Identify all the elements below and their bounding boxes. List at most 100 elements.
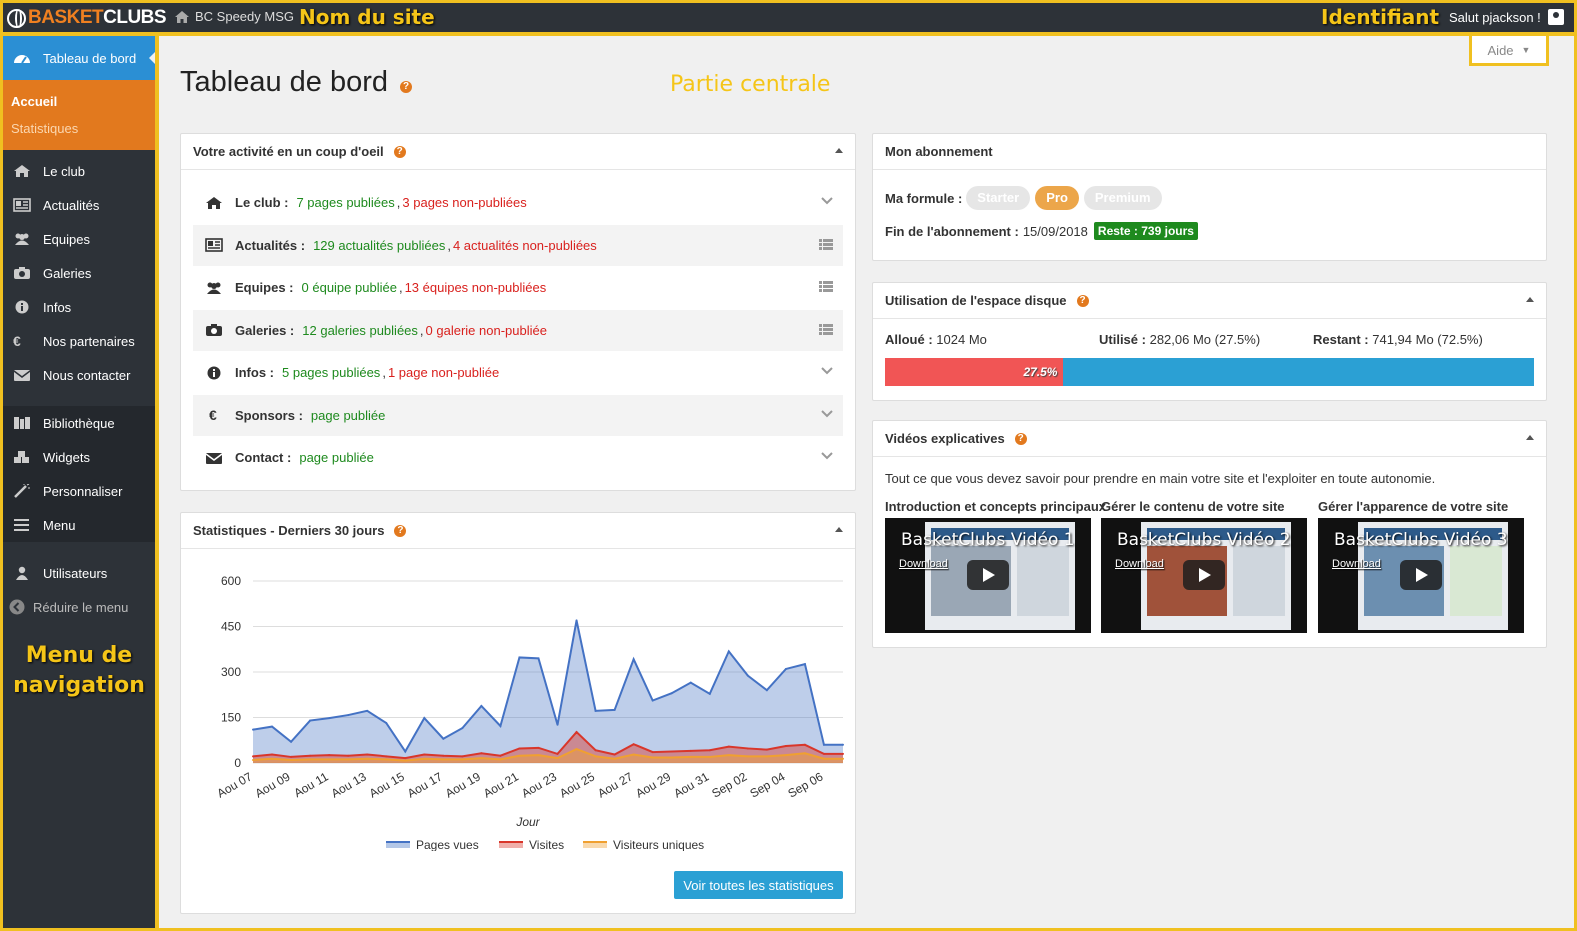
sidebar-item-partners[interactable]: € Nos partenaires	[3, 324, 155, 358]
help-icon[interactable]: ?	[1076, 294, 1089, 307]
help-icon[interactable]: ?	[394, 524, 407, 537]
x-tick-label: Aou 29	[633, 769, 673, 800]
chevron-down-icon[interactable]	[821, 451, 833, 461]
help-icon[interactable]: ?	[1014, 432, 1027, 445]
label: Utilisé :	[1099, 332, 1146, 347]
disk-used: Utilisé : 282,06 Mo (27.5%)	[1099, 332, 1260, 347]
video-download-link[interactable]: Download	[1115, 558, 1164, 570]
help-icon[interactable]: ?	[400, 80, 412, 93]
sidebar-item-menu[interactable]: Menu	[3, 508, 155, 542]
chevron-down-icon[interactable]	[821, 366, 833, 376]
help-icon[interactable]: ?	[393, 145, 406, 158]
unpublished-count[interactable]: 3 pages non-publiées	[402, 195, 527, 210]
data-point	[328, 758, 331, 761]
sidebar-item-dashboard[interactable]: Tableau de bord	[3, 36, 155, 80]
collapse-menu-button[interactable]: Réduire le menu	[3, 590, 155, 624]
logo[interactable]: BASKET CLUBS	[7, 7, 167, 29]
panel-title: Statistiques - Derniers 30 jours	[193, 523, 385, 538]
activity-row[interactable]: Contact : page publiée	[193, 437, 843, 478]
data-point	[442, 758, 445, 761]
chevron-down-icon[interactable]	[821, 196, 833, 206]
play-icon[interactable]	[967, 560, 1009, 590]
data-point	[842, 743, 844, 746]
home-icon	[14, 165, 30, 177]
legend-swatch	[583, 842, 607, 848]
data-point	[594, 755, 597, 758]
sidebar-item-customize[interactable]: Personnaliser	[3, 474, 155, 508]
sidebar-item-teams[interactable]: Equipes	[3, 222, 155, 256]
unpublished-count[interactable]: 0 galerie non-publiée	[425, 322, 547, 338]
data-point	[784, 745, 787, 748]
data-point	[803, 663, 806, 666]
data-point	[309, 754, 312, 757]
published-count[interactable]: page publiée	[310, 407, 386, 423]
sidebar-item-users[interactable]: Utilisateurs	[3, 556, 155, 590]
data-point	[651, 699, 654, 702]
data-point	[727, 650, 730, 653]
list-icon[interactable]	[819, 238, 833, 250]
collapse-caret-icon[interactable]	[835, 527, 843, 532]
plan-premium[interactable]: Premium	[1083, 186, 1162, 210]
disk-remaining: Restant : 741,94 Mo (72.5%)	[1313, 332, 1483, 347]
annotation-border	[3, 32, 1574, 36]
activity-row[interactable]: Actualités : 129 actualités publiées, 4 ac…	[193, 224, 843, 266]
sidebar-subitem-home[interactable]: Accueil	[11, 94, 58, 109]
data-point	[632, 743, 635, 746]
video-thumbnail-3[interactable]: BasketClubs Vidéo 3 Download	[1318, 518, 1524, 633]
published-count[interactable]: page publiée	[299, 450, 374, 465]
published-count[interactable]: 0 équipe publiée	[301, 280, 397, 295]
sidebar-item-widgets[interactable]: Widgets	[3, 440, 155, 474]
separator: ,	[382, 365, 386, 380]
activity-row[interactable]: € Sponsors : page publiée	[193, 394, 843, 436]
sidebar-subitem-statistics[interactable]: Statistiques	[11, 121, 79, 136]
data-point	[480, 752, 483, 755]
sidebar-item-infos[interactable]: Infos	[3, 290, 155, 324]
site-link[interactable]: BC Speedy MSG	[175, 9, 294, 24]
data-point	[309, 719, 312, 722]
sidebar-item-label: Actualités	[43, 197, 100, 213]
caret-down-icon: ▼	[1521, 45, 1531, 55]
video-thumbnail-1[interactable]: BasketClubs Vidéo 1 Download	[885, 518, 1091, 633]
collapse-caret-icon[interactable]	[1526, 297, 1534, 302]
activity-row[interactable]: Equipes : 0 équipe publiée, 13 équipes non…	[193, 267, 843, 308]
plan-starter[interactable]: Starter	[966, 186, 1031, 210]
sidebar-item-contact[interactable]: Nous contacter	[3, 358, 155, 392]
play-icon[interactable]	[1400, 560, 1442, 590]
activity-row[interactable]: Galeries : 12 galeries publiées, 0 galerie…	[193, 309, 843, 351]
published-count[interactable]: 129 actualités publiées	[313, 237, 446, 253]
help-button[interactable]: Aide ▼	[1478, 40, 1540, 60]
sidebar-item-galleries[interactable]: Galeries	[3, 256, 155, 290]
sidebar-item-club[interactable]: Le club	[3, 154, 155, 188]
separator: ,	[447, 237, 451, 253]
sidebar-item-library[interactable]: Bibliothèque	[3, 406, 155, 440]
play-icon[interactable]	[1183, 560, 1225, 590]
video-download-link[interactable]: Download	[1332, 558, 1381, 570]
unpublished-count[interactable]: 4 actualités non-publiées	[452, 237, 597, 253]
app-frame: BASKET CLUBS BC Speedy MSG Nom du site Id…	[3, 3, 1574, 928]
plan-pro[interactable]: Pro	[1035, 186, 1079, 210]
list-icon[interactable]	[819, 281, 833, 292]
activity-row[interactable]: Le club : 7 pages publiées, 3 pages non-pu…	[193, 182, 843, 223]
chevron-down-icon[interactable]	[821, 409, 833, 419]
series-area-1	[253, 732, 843, 763]
list-icon[interactable]	[819, 323, 833, 335]
collapse-caret-icon[interactable]	[1526, 435, 1534, 440]
user-greeting[interactable]: Salut pjackson !	[1449, 10, 1541, 25]
unpublished-count[interactable]: 13 équipes non-publiées	[404, 280, 547, 295]
unpublished-count[interactable]: 1 page non-publiée	[387, 365, 500, 380]
video-download-link[interactable]: Download	[899, 558, 948, 570]
remaining-badge: Reste : 739 jours	[1093, 222, 1198, 240]
data-point	[765, 755, 768, 758]
user-menu-icon[interactable]	[1548, 9, 1564, 25]
published-count[interactable]: 5 pages publiées	[282, 365, 381, 380]
collapse-caret-icon[interactable]	[835, 148, 843, 153]
sidebar-item-news[interactable]: Actualités	[3, 188, 155, 222]
activity-row[interactable]: Infos : 5 pages publiées, 1 page non-publi…	[193, 352, 843, 393]
site-name: BC Speedy MSG	[195, 9, 294, 24]
published-count[interactable]: 7 pages publiées	[296, 195, 395, 210]
video-thumbnail-2[interactable]: BasketClubs Vidéo 2 Download	[1101, 518, 1307, 633]
published-count[interactable]: 12 galeries publiées	[302, 322, 418, 338]
view-all-statistics-button[interactable]: Voir toutes les statistiques	[674, 871, 843, 899]
newspaper-icon	[205, 238, 223, 252]
